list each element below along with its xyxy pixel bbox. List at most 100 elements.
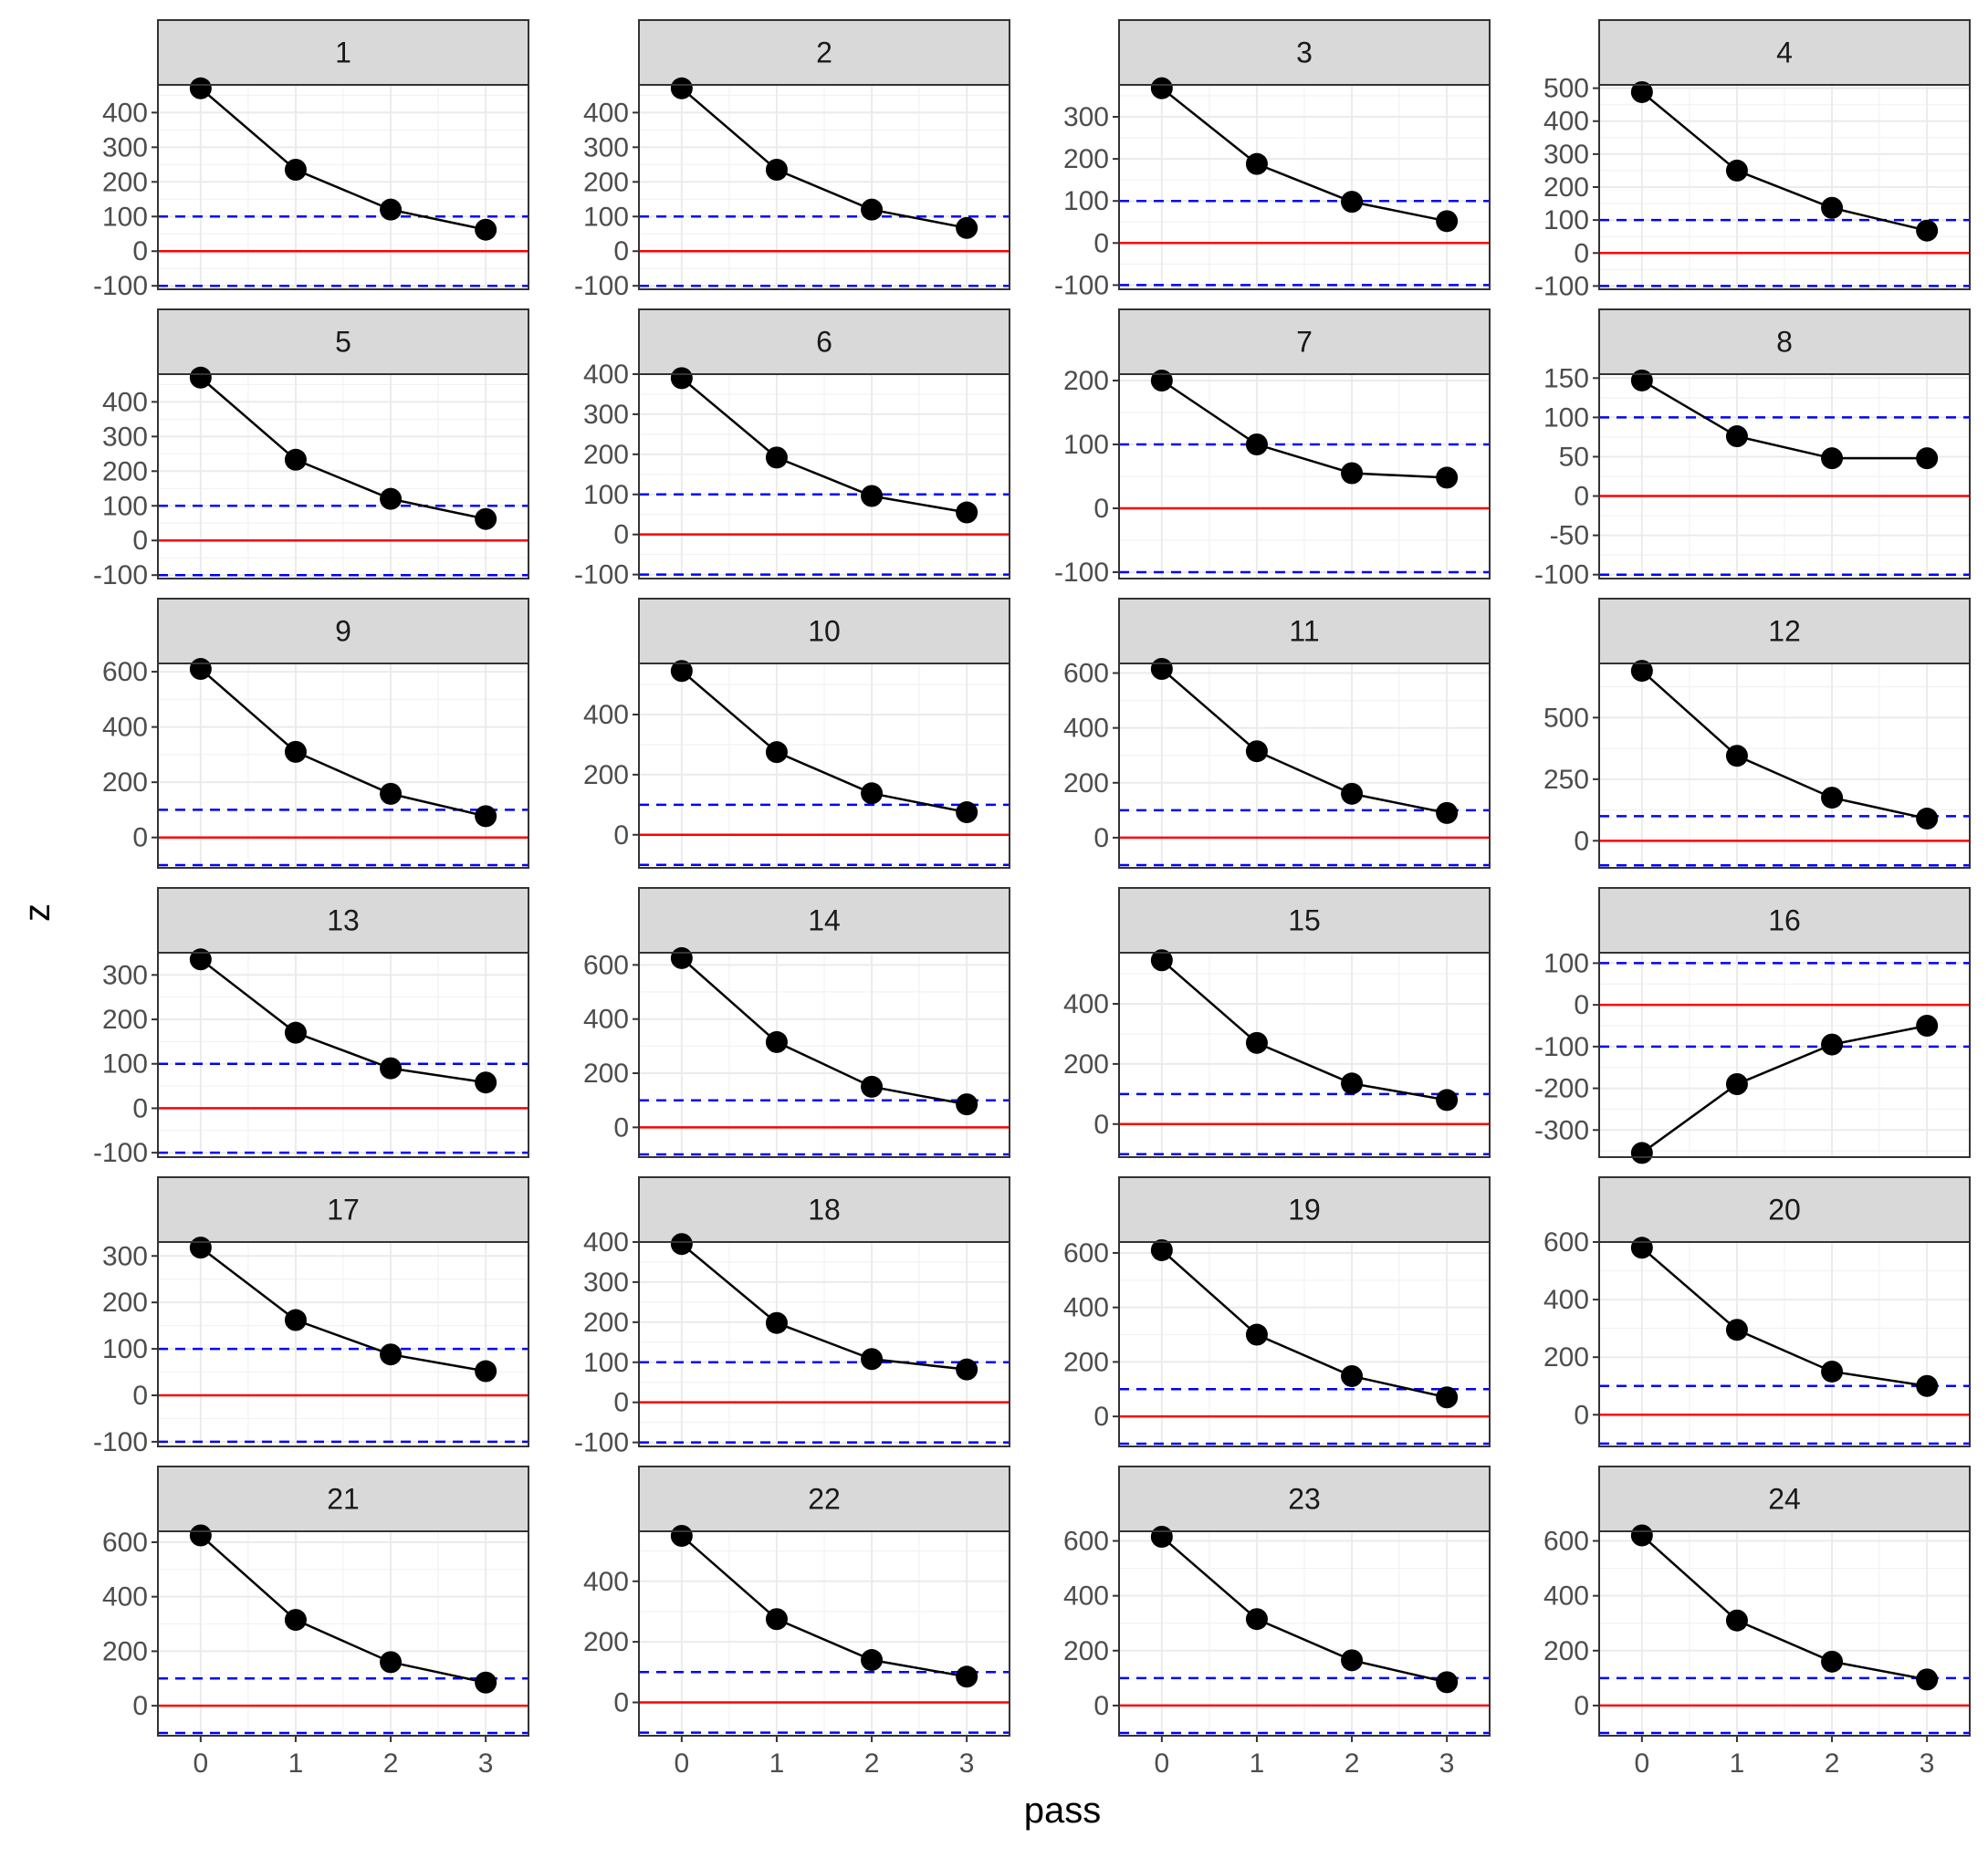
y-tick-label: -300 xyxy=(1534,1115,1589,1145)
panel-border xyxy=(1598,373,1971,579)
y-tick-label: 200 xyxy=(1063,366,1109,396)
strip-label: 17 xyxy=(327,1194,360,1226)
panel-border xyxy=(157,1241,529,1447)
data-point xyxy=(670,77,693,99)
strip-label: 4 xyxy=(1776,37,1793,69)
panel-13: 13 300 200 100 0 -100 xyxy=(93,887,529,1168)
x-tick-label: 3 xyxy=(1920,1748,1935,1779)
y-tick-label: 100 xyxy=(102,1049,148,1080)
strip-label: 2 xyxy=(816,37,832,69)
y-tick-label: 0 xyxy=(613,520,629,550)
y-tick-label: -200 xyxy=(1534,1074,1589,1104)
y-tick-label: 0 xyxy=(132,1381,148,1411)
x-tick-label: 0 xyxy=(1155,1748,1170,1779)
y-tick-label: 100 xyxy=(102,202,148,232)
strip-background xyxy=(638,308,1010,375)
strip-label: 3 xyxy=(1296,37,1313,69)
panel-border xyxy=(157,373,529,579)
strip-background xyxy=(1118,308,1491,375)
y-tick-label: 400 xyxy=(1543,107,1589,137)
data-point xyxy=(1245,740,1268,763)
strip-label: 18 xyxy=(808,1194,841,1226)
strip-label: 6 xyxy=(816,326,832,359)
panel-24: 24 600 400 200 0 0 1 2 3 xyxy=(1543,1466,1971,1779)
strip-label: 23 xyxy=(1288,1483,1321,1516)
y-tick-label: 400 xyxy=(1543,1285,1589,1315)
y-tick-label: 100 xyxy=(1063,430,1109,460)
series-line xyxy=(681,1243,968,1371)
series-line xyxy=(200,87,487,231)
y-tick-label: 600 xyxy=(583,950,629,980)
data-point xyxy=(1436,1089,1459,1112)
strip-label: 14 xyxy=(808,904,841,937)
data-point xyxy=(670,660,693,683)
panel-3: 3 300 200 100 0 -100 xyxy=(1054,19,1491,300)
y-tick-label: 0 xyxy=(613,1388,629,1418)
y-tick-label: 0 xyxy=(1093,823,1109,853)
x-tick-label: 1 xyxy=(1250,1748,1265,1779)
series-line xyxy=(1641,1024,1928,1154)
data-point xyxy=(1821,1033,1844,1056)
strip-background xyxy=(638,19,1010,86)
y-tick-label: 400 xyxy=(102,387,148,417)
y-tick-label: 200 xyxy=(102,167,148,197)
data-point xyxy=(1630,1524,1653,1547)
y-tick-label: 0 xyxy=(132,823,148,853)
panel-border xyxy=(1118,952,1491,1158)
data-point xyxy=(956,1093,978,1116)
y-tick-label: 200 xyxy=(1063,1347,1109,1377)
data-point xyxy=(475,805,497,828)
data-point xyxy=(380,1057,403,1080)
panel-17: 17 300 200 100 0 -100 xyxy=(93,1176,529,1457)
y-tick-label: 400 xyxy=(1063,989,1109,1019)
y-tick-label: 0 xyxy=(1093,1402,1109,1432)
data-point xyxy=(189,366,212,389)
data-point xyxy=(1725,1073,1748,1095)
data-point xyxy=(765,1030,788,1053)
data-point xyxy=(670,1524,693,1547)
y-tick-label: 400 xyxy=(1063,1293,1109,1323)
data-point xyxy=(1725,425,1748,448)
y-tick-label: 100 xyxy=(583,480,629,510)
data-point xyxy=(475,218,497,241)
y-tick-label: 600 xyxy=(1063,659,1109,689)
panel-18: 18 400 300 200 100 0 -100 xyxy=(574,1176,1010,1458)
series-line xyxy=(200,1247,487,1373)
y-tick-label: -100 xyxy=(574,1428,629,1458)
data-point xyxy=(380,198,403,221)
data-point xyxy=(956,801,978,824)
y-tick-label: 300 xyxy=(102,132,148,162)
y-tick-label: 0 xyxy=(1093,1691,1109,1721)
data-point xyxy=(284,1309,307,1331)
y-tick-label: 200 xyxy=(583,440,629,470)
x-tick-label: 1 xyxy=(1730,1748,1745,1779)
data-point xyxy=(189,77,212,99)
y-tick-label: 600 xyxy=(1543,1227,1589,1258)
y-tick-label: 200 xyxy=(102,456,148,486)
strip-label: 9 xyxy=(335,615,351,648)
x-tick-label: 3 xyxy=(1439,1748,1455,1779)
panel-9: 9 600 400 200 0 xyxy=(102,598,529,869)
strip-background xyxy=(1118,19,1491,86)
series-line xyxy=(681,377,968,514)
x-tick-label: 0 xyxy=(194,1748,209,1779)
y-tick-label: -100 xyxy=(574,271,629,301)
x-axis-title: pass xyxy=(1024,1790,1102,1831)
strip-background xyxy=(157,598,529,664)
x-tick-label: 3 xyxy=(478,1748,494,1779)
data-point xyxy=(1245,1031,1268,1054)
data-point xyxy=(1436,1671,1459,1694)
data-point xyxy=(670,1233,693,1256)
data-point xyxy=(380,1651,403,1674)
strip-background xyxy=(157,887,529,954)
data-point xyxy=(1341,1649,1364,1672)
data-point xyxy=(1341,1364,1364,1387)
data-point xyxy=(1436,210,1459,233)
y-tick-label: 200 xyxy=(1063,1636,1109,1666)
y-tick-label: 300 xyxy=(583,132,629,162)
panel-19: 19 600 400 200 0 xyxy=(1063,1176,1491,1447)
data-point xyxy=(1436,1386,1459,1409)
